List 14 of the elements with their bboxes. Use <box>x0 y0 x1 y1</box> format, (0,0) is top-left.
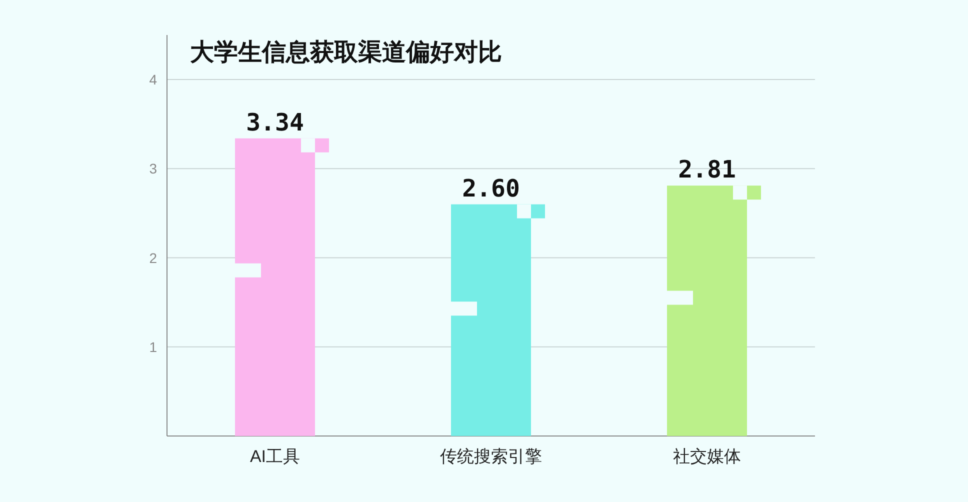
data-label: 2.81 <box>678 156 736 184</box>
y-tick-label: 2 <box>149 250 158 266</box>
bar <box>451 204 531 436</box>
data-label: 3.34 <box>246 108 304 136</box>
y-tick-label: 3 <box>149 160 158 177</box>
bar <box>667 186 747 436</box>
y-tick-label: 4 <box>149 72 158 88</box>
x-tick-label: 社交媒体 <box>673 447 741 466</box>
chart-title: 大学生信息获取渠道偏好对比 <box>190 39 502 66</box>
x-tick-label: 传统搜索引擎 <box>440 447 542 466</box>
y-tick-label: 1 <box>149 338 158 355</box>
data-label: 2.60 <box>462 174 520 202</box>
x-tick-label: AI工具 <box>250 447 300 466</box>
bar <box>235 138 315 436</box>
